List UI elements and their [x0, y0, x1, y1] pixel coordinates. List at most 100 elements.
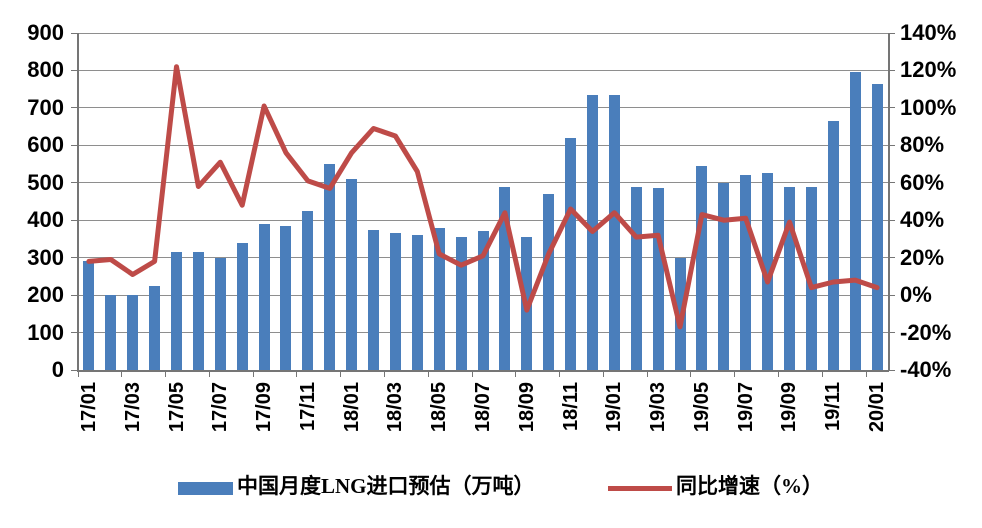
left-axis-tick	[71, 144, 78, 146]
y2-axis-label: 100%	[900, 94, 957, 120]
right-axis-tick	[888, 32, 895, 34]
x-axis-label: 18/09	[515, 382, 538, 433]
x-axis-label: 19/09	[778, 382, 801, 433]
bar	[477, 231, 489, 370]
x-axis-tick	[296, 370, 298, 377]
left-axis-tick	[71, 182, 78, 184]
gridline	[78, 32, 888, 34]
x-axis-tick	[77, 370, 79, 377]
x-axis-tick	[427, 370, 429, 377]
gridline	[78, 219, 888, 221]
y2-axis-label: 0%	[900, 282, 932, 308]
gridline	[78, 107, 888, 109]
y-axis-label: 400	[27, 207, 64, 233]
x-axis-tick	[821, 370, 823, 377]
bar	[83, 261, 95, 370]
x-axis-tick	[778, 370, 780, 377]
y-axis-label: 200	[27, 282, 64, 308]
y2-axis-label: -20%	[900, 319, 952, 345]
y-axis-label: 900	[27, 20, 64, 45]
x-axis-line	[77, 370, 889, 372]
bar	[630, 186, 642, 370]
bar	[127, 295, 139, 370]
bar	[455, 237, 467, 370]
bar	[368, 229, 380, 370]
right-axis-tick	[888, 107, 895, 109]
x-axis-label: 18/11	[559, 382, 582, 431]
x-axis-label: 18/07	[472, 382, 494, 433]
x-axis-tick	[208, 370, 210, 377]
right-axis-tick	[888, 69, 895, 71]
bar	[411, 235, 423, 370]
bar	[805, 187, 817, 370]
x-axis-label: 19/11	[822, 382, 845, 431]
gridline	[78, 144, 888, 146]
bar	[762, 173, 774, 370]
x-axis-label: 17/05	[165, 382, 188, 433]
x-axis-label: 17/03	[121, 382, 144, 433]
bar	[608, 94, 620, 370]
x-axis-tick	[252, 370, 254, 377]
x-axis-tick	[690, 370, 692, 377]
gridline	[78, 182, 888, 184]
x-axis-tick	[865, 370, 867, 377]
y2-axis-line	[888, 33, 890, 371]
y2-axis-label: 80%	[900, 132, 945, 158]
y2-axis-label: 60%	[900, 169, 945, 195]
x-axis-tick	[340, 370, 342, 377]
x-axis-label: 17/09	[253, 382, 276, 433]
y-axis-label: 100	[27, 319, 64, 345]
x-axis-tick	[559, 370, 561, 377]
bar	[346, 179, 358, 370]
y-axis-label: 600	[27, 132, 64, 158]
x-axis-tick	[515, 370, 517, 377]
bar	[718, 182, 730, 370]
left-axis-tick	[71, 219, 78, 221]
x-axis-tick	[165, 370, 167, 377]
bar	[171, 252, 182, 370]
left-axis-tick	[71, 69, 78, 71]
left-axis-tick	[71, 32, 78, 34]
y-axis-line	[77, 33, 79, 371]
x-axis-label: 19/01	[603, 382, 626, 433]
right-axis-tick	[888, 369, 895, 371]
left-axis-tick	[71, 257, 78, 259]
y2-axis-label: 20%	[900, 244, 945, 270]
y-axis-label: 800	[27, 57, 64, 83]
y-axis-label: 0	[51, 357, 64, 382]
right-axis-tick	[888, 294, 895, 296]
x-axis-label: 18/05	[428, 382, 451, 433]
bar	[324, 164, 336, 370]
legend-bar-swatch	[178, 482, 233, 495]
y2-axis-label: -40%	[900, 357, 952, 382]
bar	[214, 257, 226, 370]
y-axis-label: 500	[27, 169, 64, 195]
right-axis-tick	[888, 332, 895, 334]
legend-bar-label: 中国月度LNG进口预估（万吨）	[237, 474, 535, 498]
left-axis-tick	[71, 107, 78, 109]
x-axis-label: 18/01	[340, 382, 363, 433]
x-axis-label: 20/01	[866, 382, 889, 433]
x-axis-label: 18/03	[384, 382, 407, 433]
x-axis-label: 19/07	[734, 382, 757, 433]
x-axis-tick	[121, 370, 123, 377]
x-axis-label: 17/01	[77, 382, 100, 433]
bar	[652, 188, 664, 370]
bar	[389, 233, 401, 370]
bar	[192, 252, 204, 370]
left-axis-tick	[71, 294, 78, 296]
y2-axis-label: 120%	[900, 57, 957, 83]
right-axis-tick	[888, 144, 895, 146]
gridline	[78, 69, 888, 71]
bar	[565, 137, 577, 370]
legend-line-swatch	[608, 486, 672, 491]
bar	[302, 210, 314, 370]
x-axis-label: 19/05	[690, 382, 713, 433]
bar	[783, 186, 795, 370]
x-axis-tick	[734, 370, 736, 377]
bar	[236, 242, 248, 370]
x-axis-tick	[383, 370, 385, 377]
left-axis-tick	[71, 332, 78, 334]
y2-axis-label: 40%	[900, 207, 945, 233]
